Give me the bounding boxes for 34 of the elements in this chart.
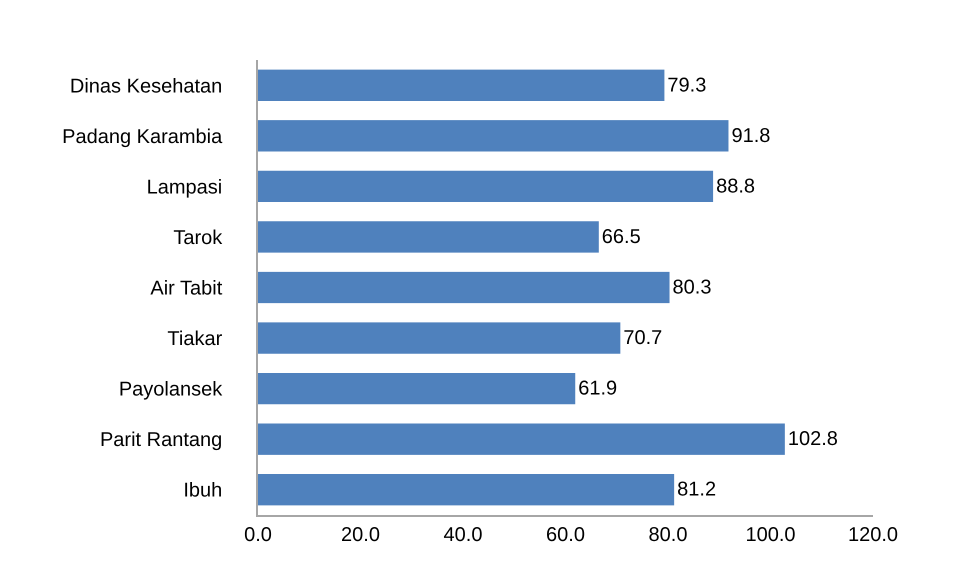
x-tick-label: 100.0 xyxy=(745,524,796,546)
y-tick-label: Tarok xyxy=(173,226,224,249)
data-label: 91.8 xyxy=(731,124,770,147)
x-tick-label: 0.0 xyxy=(244,524,272,546)
bar xyxy=(258,474,674,506)
data-label: 88.8 xyxy=(716,175,756,198)
bar xyxy=(258,170,714,202)
x-tick-label: 40.0 xyxy=(444,524,482,546)
bar xyxy=(258,272,670,304)
x-tick-label: 80.0 xyxy=(648,524,688,546)
data-label: 80.3 xyxy=(672,276,712,298)
x-tick-label: 20.0 xyxy=(341,524,380,546)
data-label: 70.7 xyxy=(623,327,662,350)
bar xyxy=(258,221,599,253)
y-tick-label: Dinas Kesehatan xyxy=(70,75,222,98)
data-label: 81.2 xyxy=(677,478,716,501)
bar xyxy=(258,322,620,354)
y-tick-label: Parit Rantang xyxy=(100,429,222,452)
x-tick-label: 60.0 xyxy=(546,524,585,546)
x-tick-label: 120.0 xyxy=(848,524,898,546)
data-label: 61.9 xyxy=(578,378,618,400)
y-tick-label: Tiakar xyxy=(167,328,223,350)
y-tick-label: Air Tabit xyxy=(150,278,223,300)
bar xyxy=(258,120,728,152)
y-tick-label: Padang Karambia xyxy=(62,126,224,148)
data-label: 102.8 xyxy=(788,428,838,450)
bar xyxy=(258,372,576,404)
bar xyxy=(258,423,785,455)
bar xyxy=(258,70,664,101)
y-tick-label: Lampasi xyxy=(146,176,222,198)
data-label: 66.5 xyxy=(602,226,641,248)
y-tick-label: Ibuh xyxy=(183,480,222,502)
data-label: 79.3 xyxy=(667,74,706,96)
y-tick-label: Payolansek xyxy=(118,378,224,401)
